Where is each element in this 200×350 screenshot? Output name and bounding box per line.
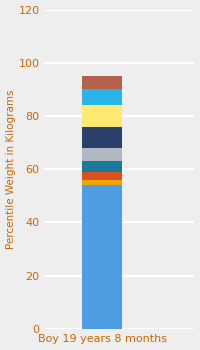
Y-axis label: Percentile Weight in Kilograms: Percentile Weight in Kilograms: [6, 90, 16, 249]
Bar: [82, 148, 122, 161]
Bar: [82, 76, 122, 89]
Bar: [82, 161, 122, 172]
Bar: [82, 89, 122, 105]
Bar: [82, 127, 122, 148]
Bar: [82, 185, 122, 329]
Bar: [82, 180, 122, 185]
Bar: [82, 105, 122, 127]
Bar: [82, 172, 122, 180]
